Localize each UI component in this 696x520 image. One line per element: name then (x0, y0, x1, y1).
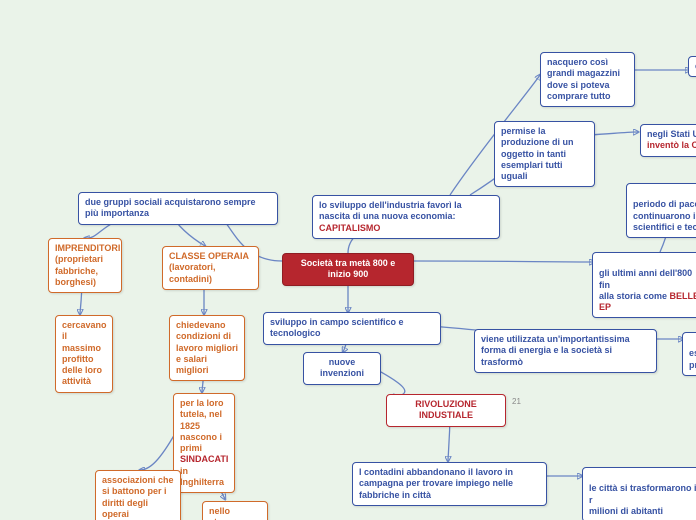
usa[interactable]: negli Stati U inventò la C (640, 124, 696, 157)
sviluppo-label: sviluppo in campo scientifico e tecnolog… (270, 317, 404, 338)
rivoluzione-label: RIVOLUZIONE INDUSTIALE (415, 399, 477, 420)
classe-operaia[interactable]: CLASSE OPERAIA (lavoratori, contadini) (162, 246, 259, 290)
center-label: Società tra metà 800 e inizio 900 (301, 258, 396, 279)
belle-epoque[interactable]: gli ultimi anni dell'800 fin alla storia… (592, 252, 696, 318)
cut-top[interactable]: c (688, 56, 696, 77)
social-groups-label: due gruppi sociali acquistarono sempre p… (85, 197, 256, 218)
classe-title: CLASSE OPERAIA (169, 251, 249, 261)
associazioni-label: associazioni che si battono per i diritt… (102, 475, 174, 519)
associazioni[interactable]: associazioni che si battono per i diritt… (95, 470, 181, 520)
permise-label: permise la produzione di un oggetto in t… (501, 126, 574, 181)
citta-label: le città si trasformarono in r milioni d… (589, 483, 696, 516)
sindacati-hl: SINDACATI (180, 454, 228, 464)
capitalismo-pre: lo sviluppo dell'industria favorì la nas… (319, 200, 462, 221)
partito[interactable]: nello stesso periodo nasce (202, 501, 268, 520)
citta[interactable]: le città si trasformarono in r milioni d… (582, 467, 696, 520)
rivoluzione-count: 21 (512, 397, 521, 406)
sviluppo[interactable]: sviluppo in campo scientifico e tecnolog… (263, 312, 441, 345)
sindacati-pre: per la loro tutela, nel 1825 nascono i p… (180, 398, 224, 453)
capitalismo-hl: CAPITALISMO (319, 223, 380, 233)
contadini[interactable]: I contadini abbandonano il lavoro in cam… (352, 462, 547, 506)
sindacati-post: in Inghilterra (180, 466, 224, 487)
partito-label: nello stesso periodo nasce (209, 506, 242, 520)
mindmap-stage: Società tra metà 800 e inizio 900 due gr… (0, 0, 696, 520)
imprenditori[interactable]: IMPRENDITORI (proprietari fabbriche, bor… (48, 238, 122, 293)
es-label: es. prin (689, 348, 696, 369)
permise[interactable]: permise la produzione di un oggetto in t… (494, 121, 595, 187)
center-node[interactable]: Società tra metà 800 e inizio 900 (282, 253, 414, 286)
usa-hl: inventò la C (647, 140, 696, 150)
rivoluzione[interactable]: RIVOLUZIONE INDUSTIALE (386, 394, 506, 427)
magazzini[interactable]: nacquero così grandi magazzini dove si p… (540, 52, 635, 107)
invenzioni-label: nuove invenzioni (320, 357, 364, 378)
cercavano[interactable]: cercavano il massimo profitto delle loro… (55, 315, 113, 393)
energia-label: viene utilizzata un'importantissima form… (481, 334, 630, 367)
pace[interactable]: periodo di pace c continuarono i p scien… (626, 183, 696, 238)
pace-label: periodo di pace c continuarono i p scien… (633, 199, 696, 232)
chiedevano[interactable]: chiedevano condizioni di lavoro migliori… (169, 315, 245, 381)
es[interactable]: es. prin (682, 332, 696, 376)
cercavano-label: cercavano il massimo profitto delle loro… (62, 320, 107, 386)
magazzini-label: nacquero così grandi magazzini dove si p… (547, 57, 620, 101)
imprenditori-sub: (proprietari fabbriche, borghesi) (55, 254, 103, 287)
capitalismo[interactable]: lo sviluppo dell'industria favorì la nas… (312, 195, 500, 239)
contadini-label: I contadini abbandonano il lavoro in cam… (359, 467, 513, 500)
usa-pre: negli Stati U (647, 129, 696, 139)
imprenditori-title: IMPRENDITORI (55, 243, 120, 253)
social-groups[interactable]: due gruppi sociali acquistarono sempre p… (78, 192, 278, 225)
classe-sub: (lavoratori, contadini) (169, 262, 216, 283)
invenzioni[interactable]: nuove invenzioni (303, 352, 381, 385)
sindacati[interactable]: per la loro tutela, nel 1825 nascono i p… (173, 393, 235, 493)
chiedevano-label: chiedevano condizioni di lavoro migliori… (176, 320, 238, 375)
energia[interactable]: viene utilizzata un'importantissima form… (474, 329, 657, 373)
